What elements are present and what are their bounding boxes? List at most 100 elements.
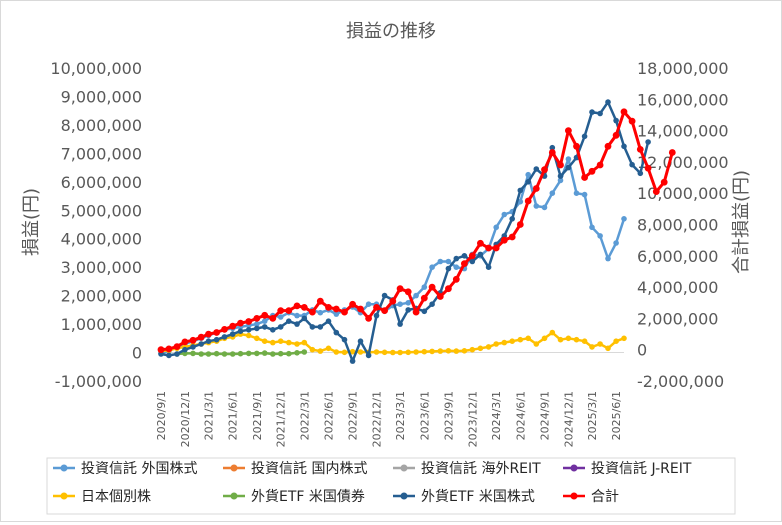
data-point xyxy=(621,335,627,342)
legend-item: 投資信託 海外REIT xyxy=(393,461,541,477)
data-point xyxy=(396,285,404,293)
data-point xyxy=(597,233,603,239)
data-point xyxy=(389,297,397,305)
legend-marker xyxy=(230,492,238,500)
data-point xyxy=(405,307,412,313)
data-point xyxy=(397,349,403,356)
series-layer xyxy=(157,99,676,364)
data-point xyxy=(245,350,252,357)
data-point xyxy=(477,345,484,352)
data-point xyxy=(390,349,396,356)
x-tick-label: 2025/6/1 xyxy=(610,391,623,440)
data-point xyxy=(286,318,292,325)
data-point xyxy=(301,339,308,346)
data-point xyxy=(468,252,476,260)
chart-title: 損益の推移 xyxy=(346,21,436,42)
data-point xyxy=(261,318,268,325)
data-point xyxy=(261,311,269,319)
data-point xyxy=(254,325,260,332)
y-tick-label: 5,000,000 xyxy=(61,201,142,220)
data-point xyxy=(397,301,403,308)
data-point xyxy=(605,255,611,262)
data-point xyxy=(613,240,619,246)
data-point xyxy=(381,307,388,314)
legend-item: 合計 xyxy=(563,489,619,505)
data-point xyxy=(436,293,444,300)
data-point xyxy=(277,314,284,320)
x-tick-label: 2022/3/1 xyxy=(298,391,311,440)
data-point xyxy=(373,349,380,355)
data-point xyxy=(174,351,180,357)
data-point xyxy=(525,171,531,178)
data-point xyxy=(509,338,515,345)
data-point xyxy=(517,187,524,194)
data-point xyxy=(604,142,612,150)
data-point xyxy=(205,351,212,357)
data-point xyxy=(316,297,324,305)
data-point xyxy=(373,304,380,311)
data-point xyxy=(509,216,515,222)
data-point xyxy=(294,321,300,327)
y2-tick-label: 12,000,000 xyxy=(637,153,729,172)
data-point xyxy=(533,341,540,347)
data-point xyxy=(381,349,388,356)
y2-tick-label: 16,000,000 xyxy=(637,90,729,109)
x-tick-label: 2023/3/1 xyxy=(394,391,407,440)
data-point xyxy=(613,338,619,345)
y2-axis-label: 合計損益(円) xyxy=(731,170,752,274)
legend-marker xyxy=(400,464,408,472)
data-point xyxy=(349,358,356,364)
data-point xyxy=(445,285,452,293)
data-point xyxy=(581,191,588,198)
data-point xyxy=(357,338,364,345)
data-point xyxy=(254,350,260,357)
data-point xyxy=(221,351,228,357)
data-point xyxy=(533,166,540,172)
data-point xyxy=(421,308,428,315)
legend-marker xyxy=(570,492,578,500)
data-point xyxy=(469,346,476,353)
data-point xyxy=(157,346,165,354)
data-point xyxy=(533,203,540,209)
data-point xyxy=(261,338,268,345)
x-tick-label: 2023/6/1 xyxy=(418,391,431,440)
legend-label: 投資信託 J-REIT xyxy=(591,461,692,477)
data-point xyxy=(381,292,388,299)
data-point xyxy=(261,324,268,330)
data-point xyxy=(301,349,308,355)
data-point xyxy=(549,190,556,196)
data-point xyxy=(181,338,189,346)
data-point xyxy=(270,351,276,357)
x-tick-label: 2021/9/1 xyxy=(251,391,264,440)
data-point xyxy=(597,341,603,347)
data-point xyxy=(317,309,324,316)
data-point xyxy=(429,264,435,271)
data-point xyxy=(437,258,444,265)
data-point xyxy=(596,161,604,169)
data-point xyxy=(637,170,644,177)
data-point xyxy=(549,329,556,336)
data-point xyxy=(277,350,284,357)
data-point xyxy=(541,166,548,174)
data-point xyxy=(245,318,253,325)
data-point xyxy=(254,321,260,327)
data-point xyxy=(365,301,372,308)
data-point xyxy=(429,348,435,355)
y-axis-label: 損益(円) xyxy=(21,188,42,256)
data-point xyxy=(508,233,516,241)
y-tick-label: 6,000,000 xyxy=(61,173,142,192)
data-point xyxy=(485,244,492,252)
data-point xyxy=(501,339,508,346)
data-point xyxy=(429,301,435,308)
data-point xyxy=(620,108,628,116)
data-point xyxy=(548,149,556,156)
x-tick-label: 2024/9/1 xyxy=(538,391,551,440)
data-point xyxy=(404,288,412,296)
y-tick-label: 8,000,000 xyxy=(61,116,142,135)
data-point xyxy=(500,236,508,244)
data-point xyxy=(501,211,508,218)
y-tick-label: 3,000,000 xyxy=(61,258,142,277)
data-point xyxy=(668,149,676,156)
data-point xyxy=(332,305,340,313)
legend-item: 投資信託 外国株式 xyxy=(53,461,197,477)
